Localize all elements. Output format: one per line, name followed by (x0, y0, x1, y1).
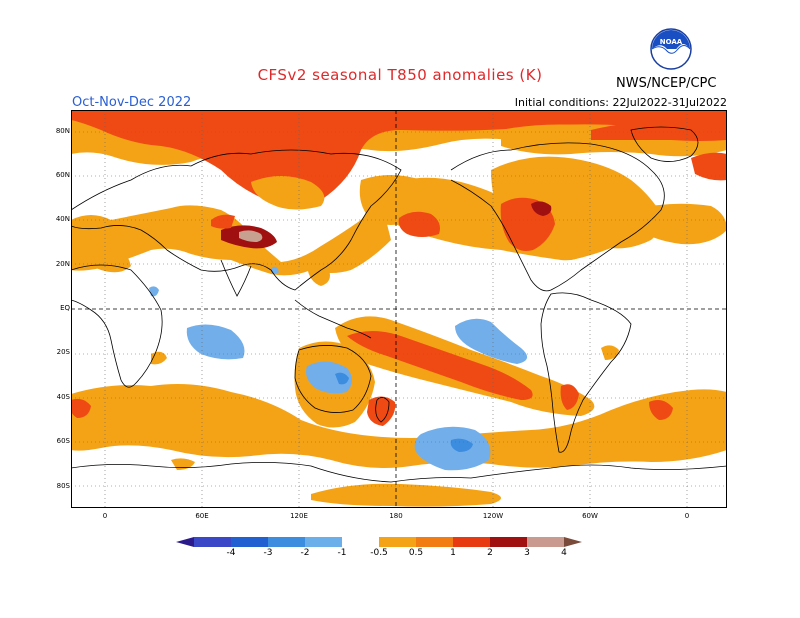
map-plot (71, 110, 727, 508)
colorbar-label: -3 (263, 548, 273, 558)
anomaly-south-pacific-cool (414, 426, 491, 471)
coastlines (71, 126, 727, 483)
lat-label: EQ (60, 304, 70, 312)
anomaly-central-pacific-cool (455, 318, 528, 364)
anomaly-indian-ocean-cool (186, 324, 245, 360)
colorbar-segment (194, 537, 231, 547)
colorbar-arrow-left (176, 537, 194, 547)
lat-label: 60S (56, 437, 70, 445)
colorbar-label: -2 (300, 548, 310, 558)
colorbar-label: -0.5 (370, 548, 388, 558)
colorbar-label: 3 (524, 548, 530, 558)
lon-label: 0 (684, 512, 690, 520)
colorbar-label: 4 (561, 548, 567, 558)
anomaly-siberia-hot (71, 110, 727, 206)
reference-lines (71, 110, 727, 508)
colorbar-segment (416, 537, 453, 547)
colorbar-label: -4 (226, 548, 236, 558)
initial-conditions: Initial conditions: 22Jul2022-31Jul2022 (514, 96, 727, 109)
colorbar-segment (490, 537, 527, 547)
noaa-logo: NOAA (650, 28, 692, 70)
anomaly-australia-cool (306, 361, 352, 394)
graticule (71, 110, 727, 508)
colorbar-label: 0.5 (408, 548, 424, 558)
anomaly-south-pacific-hot (347, 331, 533, 400)
colorbar-label: -1 (337, 548, 347, 558)
colorbar-arrow-right (564, 537, 582, 547)
colorbar-segment (379, 537, 416, 547)
lat-label: 80N (55, 127, 70, 135)
colorbar-segment (453, 537, 490, 547)
lon-label: 60E (195, 512, 209, 520)
lon-label: 0 (102, 512, 108, 520)
lat-label: 40S (56, 393, 70, 401)
lat-label: 20S (56, 348, 70, 356)
lon-label: 60W (582, 512, 598, 520)
lon-label: 120W (482, 512, 504, 520)
colorbar-segment (268, 537, 305, 547)
season-label: Oct-Nov-Dec 2022 (72, 95, 192, 110)
lon-label: 120E (290, 512, 308, 520)
colorbar (176, 537, 582, 547)
colorbar-segment (231, 537, 268, 547)
lon-label: 180 (389, 512, 403, 520)
colorbar-segment (305, 537, 342, 547)
colorbar-label: 2 (487, 548, 493, 558)
lat-label: 80S (56, 482, 70, 490)
agency-label: NWS/NCEP/CPC (616, 76, 717, 91)
anomaly-southern-ocean-warm (71, 384, 727, 468)
lat-label: 40N (55, 215, 70, 223)
colorbar-segment (342, 537, 379, 547)
chart-title: CFSv2 seasonal T850 anomalies (K) (257, 66, 543, 84)
colorbar-segment (527, 537, 564, 547)
colorbar-label: 1 (450, 548, 456, 558)
lat-label: 20N (55, 260, 70, 268)
lat-label: 60N (55, 171, 70, 179)
logo-text: NOAA (660, 38, 683, 46)
